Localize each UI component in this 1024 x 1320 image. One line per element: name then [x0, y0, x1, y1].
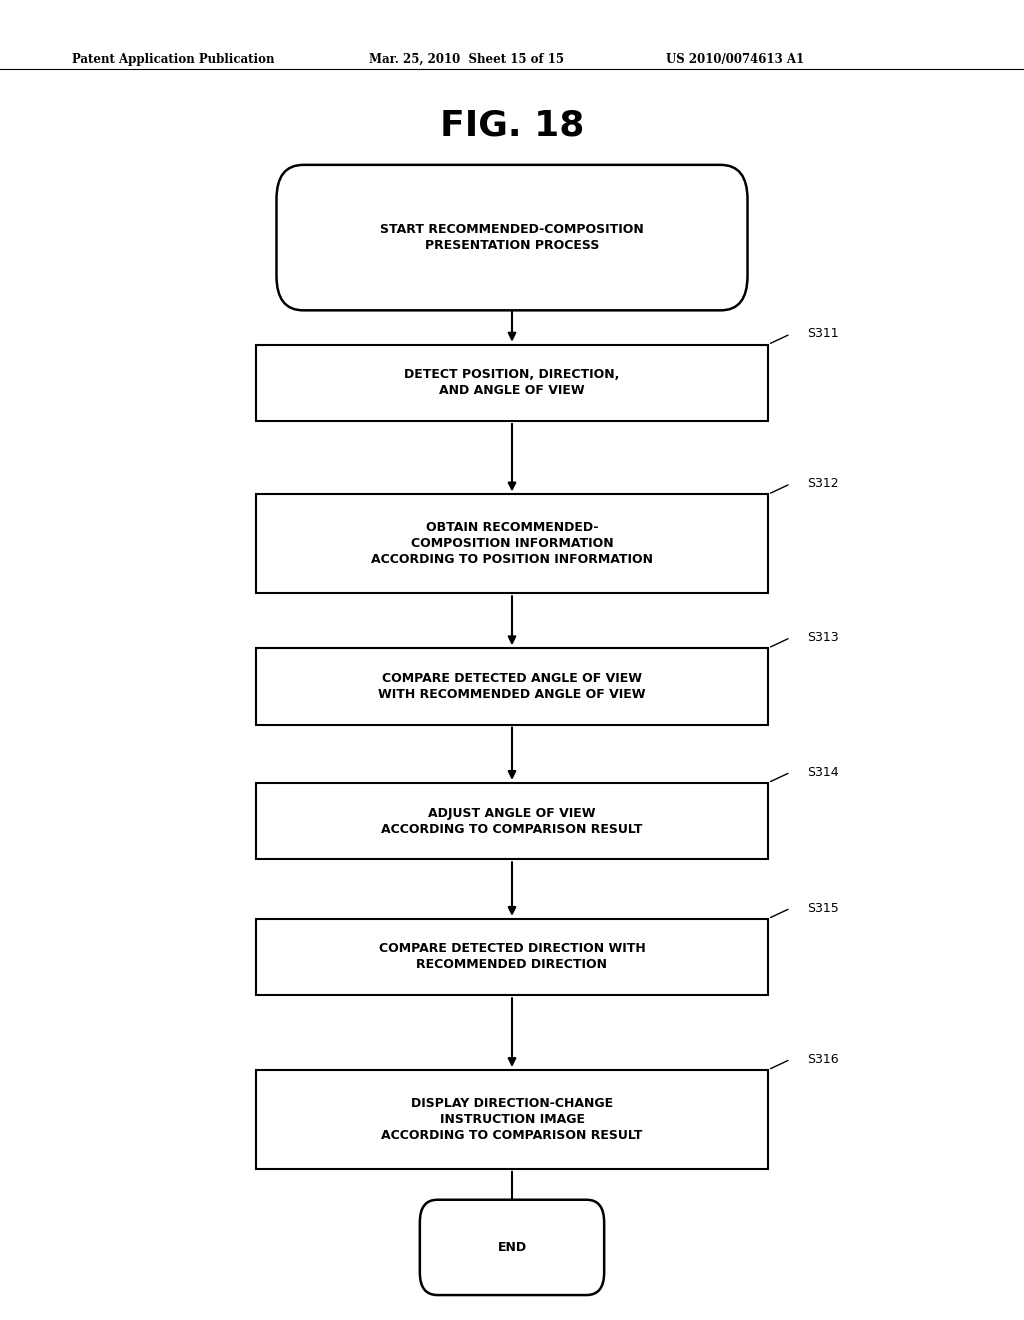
Text: S313: S313	[807, 631, 839, 644]
Text: START RECOMMENDED-COMPOSITION
PRESENTATION PROCESS: START RECOMMENDED-COMPOSITION PRESENTATI…	[380, 223, 644, 252]
Text: OBTAIN RECOMMENDED-
COMPOSITION INFORMATION
ACCORDING TO POSITION INFORMATION: OBTAIN RECOMMENDED- COMPOSITION INFORMAT…	[371, 521, 653, 566]
FancyBboxPatch shape	[276, 165, 748, 310]
Bar	[256, 495, 768, 594]
FancyBboxPatch shape	[420, 1200, 604, 1295]
Bar	[256, 648, 768, 725]
Text: ADJUST ANGLE OF VIEW
ACCORDING TO COMPARISON RESULT: ADJUST ANGLE OF VIEW ACCORDING TO COMPAR…	[381, 807, 643, 836]
Bar	[256, 919, 768, 995]
Text: FIG. 18: FIG. 18	[440, 108, 584, 143]
Text: DETECT POSITION, DIRECTION,
AND ANGLE OF VIEW: DETECT POSITION, DIRECTION, AND ANGLE OF…	[404, 368, 620, 397]
Text: S315: S315	[807, 902, 839, 915]
Bar	[256, 345, 768, 421]
Text: Mar. 25, 2010  Sheet 15 of 15: Mar. 25, 2010 Sheet 15 of 15	[369, 53, 563, 66]
Text: S316: S316	[807, 1053, 839, 1065]
Bar	[256, 1069, 768, 1170]
Text: Patent Application Publication: Patent Application Publication	[72, 53, 274, 66]
Text: END: END	[498, 1241, 526, 1254]
Text: COMPARE DETECTED ANGLE OF VIEW
WITH RECOMMENDED ANGLE OF VIEW: COMPARE DETECTED ANGLE OF VIEW WITH RECO…	[378, 672, 646, 701]
Text: S312: S312	[807, 478, 839, 490]
Text: S311: S311	[807, 327, 839, 341]
Text: DISPLAY DIRECTION-CHANGE
INSTRUCTION IMAGE
ACCORDING TO COMPARISON RESULT: DISPLAY DIRECTION-CHANGE INSTRUCTION IMA…	[381, 1097, 643, 1142]
Text: COMPARE DETECTED DIRECTION WITH
RECOMMENDED DIRECTION: COMPARE DETECTED DIRECTION WITH RECOMMEN…	[379, 942, 645, 972]
Text: S314: S314	[807, 766, 839, 779]
Bar	[256, 783, 768, 859]
Text: US 2010/0074613 A1: US 2010/0074613 A1	[666, 53, 804, 66]
